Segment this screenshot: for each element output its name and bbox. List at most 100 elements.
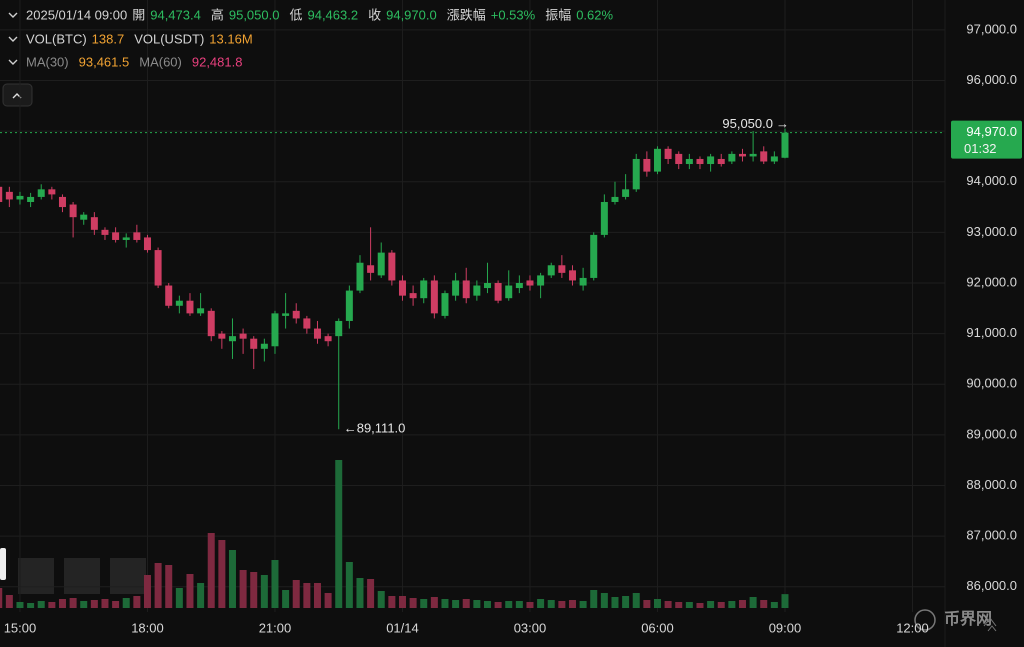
volume-bar [717, 602, 725, 608]
candle-body [547, 265, 555, 276]
candle-body [664, 148, 672, 159]
side-handle[interactable] [0, 548, 6, 580]
collapse-icon[interactable] [8, 36, 18, 42]
x-tick-label: 21:00 [259, 620, 292, 635]
volume-bar [122, 598, 130, 608]
x-tick-label: 01/14 [386, 620, 419, 635]
volume-bar [483, 601, 491, 608]
price-tag-price: 94,970.0 [966, 124, 1017, 139]
y-tick-label: 86,000.0 [966, 578, 1017, 593]
candle-body [770, 156, 778, 162]
candle-body [271, 313, 279, 347]
volume-bar [420, 599, 428, 608]
header-item: 95,050.0 [229, 7, 280, 22]
candle-body [292, 310, 300, 319]
candle-body [611, 196, 619, 202]
volume-bar [175, 588, 183, 608]
volume-bar [515, 601, 523, 608]
header-item: 振幅 [545, 7, 571, 22]
header-item: VOL(BTC) [26, 31, 87, 46]
volume-bar [101, 599, 109, 608]
x-tick-label: 18:00 [131, 620, 164, 635]
header-item: VOL(USDT) [134, 31, 204, 46]
y-tick-label: 88,000.0 [966, 477, 1017, 492]
header-item: 收 [368, 7, 381, 22]
candle-body [781, 132, 789, 158]
x-tick-label: 03:00 [514, 620, 547, 635]
volume-bar [664, 601, 672, 608]
volume-bar [568, 600, 576, 608]
candle-body [282, 313, 290, 316]
candle-body [175, 300, 183, 306]
volume-bar [441, 599, 449, 608]
volume-bar [611, 597, 619, 608]
candle-body [186, 300, 194, 314]
candle-body [430, 280, 438, 314]
y-tick-label: 94,000.0 [966, 173, 1017, 188]
volume-bar [537, 599, 545, 608]
volume-bar [749, 597, 757, 608]
candle-body [643, 158, 651, 172]
candle-body [377, 252, 385, 276]
header-item: MA(30) [26, 54, 69, 69]
volume-bar [632, 593, 640, 608]
volume-bar [324, 593, 332, 608]
candle-body [154, 250, 162, 286]
logo-block [18, 558, 54, 594]
candle-body [16, 195, 24, 200]
okx-logo [18, 558, 146, 594]
volume-bar [770, 602, 778, 608]
candle-body [760, 151, 768, 162]
candle-body [420, 280, 428, 299]
volume-bar [430, 597, 438, 608]
candle-body [749, 153, 757, 157]
y-tick-label: 92,000.0 [966, 274, 1017, 289]
candle-body [483, 282, 491, 289]
volume-bar [69, 598, 77, 608]
y-tick-label: 87,000.0 [966, 528, 1017, 543]
header-item: 94,473.4 [150, 7, 201, 22]
candle-body [707, 156, 715, 165]
candle-body [675, 153, 683, 165]
volume-bar [643, 600, 651, 608]
header-item: 94,970.0 [386, 7, 437, 22]
watermark-icon [914, 609, 936, 631]
candle-body [537, 275, 545, 286]
candle-body [452, 280, 460, 296]
volume-bar [133, 596, 141, 608]
volume-bar [781, 594, 789, 608]
header-item: 漲跌幅 [447, 7, 486, 22]
candle-body [367, 265, 375, 273]
candle-body [0, 186, 3, 202]
volume-bar [0, 588, 3, 608]
candle-body [696, 158, 704, 165]
collapse-icon[interactable] [8, 12, 18, 18]
volume-bar [356, 578, 364, 608]
candle-body [600, 201, 608, 235]
volume-bar [653, 599, 661, 608]
volume-bar [388, 596, 396, 608]
volume-bar [5, 595, 13, 608]
low-label: 89,111.0 [357, 421, 406, 436]
candle-body [5, 191, 13, 200]
volume-bar [462, 599, 470, 608]
volume-bar [165, 565, 173, 608]
header-item: 0.62% [576, 7, 613, 22]
volume-bar [600, 593, 608, 608]
candle-body [653, 148, 661, 172]
candle-body [515, 282, 523, 289]
volume-bar [16, 602, 24, 608]
header-item: 開 [132, 7, 145, 22]
volume-bar [409, 598, 417, 608]
collapse-icon[interactable] [8, 59, 18, 65]
candle-body [717, 158, 725, 165]
volume-bar [738, 600, 746, 608]
header-item: 高 [211, 7, 224, 22]
header-item: 138.7 [92, 31, 125, 46]
candle-body [345, 290, 353, 321]
candle-body [738, 153, 746, 157]
candle-body [335, 320, 343, 337]
candle-body [388, 252, 396, 281]
volume-bar [473, 600, 481, 608]
candle-body [728, 153, 736, 162]
